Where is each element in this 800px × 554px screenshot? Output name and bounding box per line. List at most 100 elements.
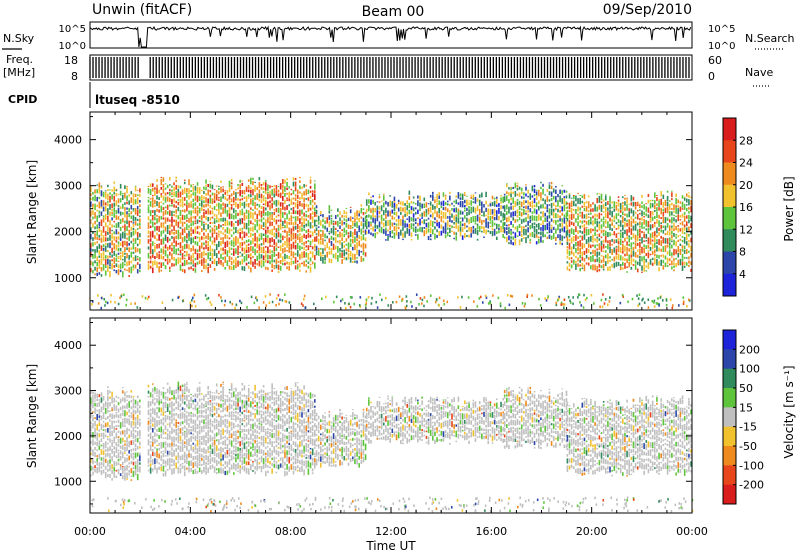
echo-stripe <box>254 248 256 256</box>
power-colorbar-tick-label: 16 <box>739 201 753 214</box>
echo-stripe <box>191 299 193 302</box>
echo-stripe <box>183 413 186 419</box>
echo-stripe <box>205 253 207 256</box>
echo-stripe <box>688 226 690 232</box>
echo-stripe <box>177 192 180 198</box>
echo-stripe <box>124 424 126 428</box>
echo-stripe <box>382 228 385 234</box>
echo-stripe <box>119 416 122 419</box>
echo-stripe <box>459 231 462 237</box>
echo-stripe <box>250 392 252 394</box>
echo-stripe <box>162 262 165 266</box>
echo-stripe <box>102 403 105 410</box>
echo-stripe <box>489 231 492 234</box>
echo-stripe <box>220 410 222 413</box>
echo-stripe <box>213 218 216 220</box>
echo-stripe <box>643 260 645 267</box>
echo-stripe <box>104 190 107 192</box>
echo-stripe <box>317 226 320 228</box>
echo-stripe <box>581 267 584 270</box>
echo-stripe <box>243 414 246 419</box>
echo-stripe <box>215 232 218 235</box>
echo-stripe <box>196 462 199 469</box>
echo-stripe <box>196 431 199 437</box>
echo-stripe <box>290 198 293 205</box>
echo-stripe <box>156 184 158 188</box>
echo-stripe <box>485 218 487 222</box>
echo-stripe <box>254 202 256 205</box>
echo-stripe <box>119 198 122 203</box>
echo-stripe <box>385 239 387 241</box>
echo-stripe <box>679 206 682 212</box>
echo-stripe <box>592 234 594 241</box>
echo-stripe <box>156 439 158 443</box>
echo-stripe <box>292 206 295 210</box>
echo-stripe <box>583 243 586 248</box>
echo-stripe <box>271 457 273 460</box>
echo-stripe <box>147 417 150 420</box>
echo-stripe <box>158 466 160 470</box>
echo-stripe <box>250 464 252 471</box>
echo-stripe <box>343 215 346 218</box>
echo-stripe <box>639 203 641 209</box>
echo-stripe <box>147 295 150 299</box>
echo-stripe <box>243 425 246 428</box>
echo-stripe <box>690 196 692 199</box>
echo-stripe <box>581 251 584 257</box>
echo-stripe <box>156 238 158 241</box>
echo-stripe <box>211 184 214 190</box>
echo-stripe <box>476 223 479 226</box>
echo-stripe <box>277 200 280 206</box>
echo-stripe <box>220 263 222 266</box>
echo-stripe <box>154 226 156 232</box>
echo-stripe <box>653 209 656 212</box>
echo-stripe <box>690 200 692 206</box>
echo-stripe <box>271 406 273 411</box>
echo-stripe <box>111 259 113 262</box>
echo-stripe <box>215 225 218 231</box>
echo-stripe <box>92 269 94 274</box>
echo-stripe <box>241 423 244 426</box>
echo-stripe <box>643 266 645 272</box>
echo-stripe <box>368 214 370 218</box>
echo-stripe <box>186 243 188 249</box>
echo-stripe <box>92 196 94 201</box>
echo-stripe <box>171 236 173 239</box>
echo-stripe <box>232 208 235 214</box>
echo-stripe <box>370 302 373 305</box>
echo-stripe <box>196 424 199 430</box>
echo-stripe <box>193 300 196 303</box>
echo-stripe <box>224 203 227 209</box>
echo-stripe <box>643 231 645 234</box>
echo-stripe <box>205 432 207 439</box>
echo-stripe <box>124 397 126 403</box>
echo-stripe <box>254 204 256 210</box>
echo-stripe <box>389 195 391 197</box>
echo-stripe <box>546 204 549 210</box>
echo-stripe <box>183 392 186 395</box>
echo-stripe <box>104 401 107 407</box>
echo-stripe <box>121 430 124 435</box>
echo-stripe <box>565 230 568 238</box>
echo-stripe <box>162 442 165 448</box>
echo-stripe <box>92 394 94 398</box>
echo-stripe <box>391 236 394 238</box>
echo-stripe <box>109 195 111 203</box>
echo-stripe <box>630 195 633 202</box>
echo-stripe <box>134 247 137 253</box>
echo-stripe <box>470 200 472 206</box>
echo-stripe <box>279 202 282 207</box>
echo-stripe <box>115 421 118 423</box>
echo-stripe <box>181 446 184 452</box>
echo-stripe <box>200 463 203 466</box>
echo-stripe <box>147 239 150 244</box>
echo-stripe <box>294 221 297 225</box>
echo-stripe <box>389 226 391 230</box>
echo-stripe <box>136 228 139 230</box>
echo-stripe <box>218 452 220 459</box>
echo-stripe <box>121 203 124 209</box>
echo-stripe <box>305 223 308 227</box>
echo-stripe <box>119 445 122 449</box>
echo-stripe <box>565 212 568 219</box>
echo-stripe <box>250 232 252 238</box>
